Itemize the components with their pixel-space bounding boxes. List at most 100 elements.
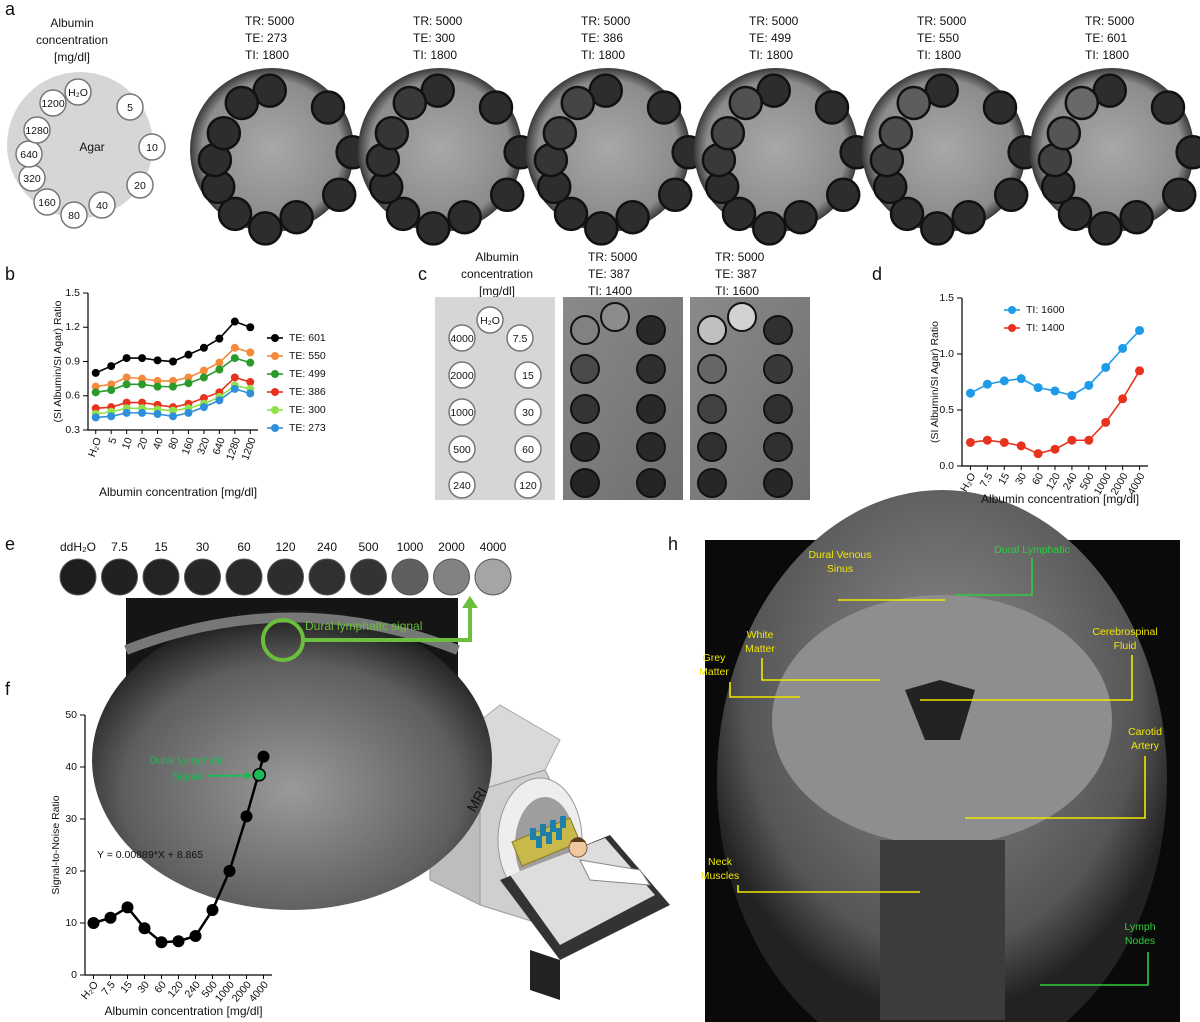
data-point [1135, 366, 1145, 376]
legend-marker [271, 388, 279, 396]
legend-label: TI: 1600 [1026, 304, 1065, 316]
legend-label: TI: 1400 [1026, 322, 1065, 334]
concentration-label: 15 [154, 540, 168, 554]
sample-label: 30 [522, 407, 534, 419]
scan-parameter: TR: 5000 [715, 250, 765, 264]
sample-well [448, 471, 476, 499]
sample-well [126, 171, 154, 199]
scan-well [636, 354, 666, 384]
x-tick-label: 7.5 [978, 471, 996, 490]
y-tick-label: 1.5 [939, 292, 954, 304]
scan-well [763, 394, 793, 424]
data-point [230, 373, 239, 382]
data-point [999, 376, 1009, 386]
scan-well [878, 115, 914, 151]
data-point [999, 437, 1009, 447]
data-point [122, 354, 131, 363]
pointer-line [729, 682, 800, 698]
data-point [965, 388, 975, 398]
scan-parameter: TE: 273 [245, 31, 287, 45]
sample-well [476, 306, 504, 334]
scan-well [560, 85, 596, 121]
data-point [982, 435, 992, 445]
pointer-line [955, 558, 1033, 596]
x-tick-label: 30 [135, 979, 152, 996]
sample-well [514, 398, 542, 426]
data-point [240, 810, 253, 823]
scan-well [697, 394, 727, 424]
legend-marker [1008, 324, 1016, 332]
data-point [246, 348, 255, 357]
x-axis-label: Albumin concentration [mg/dl] [981, 492, 1139, 506]
sample-scan [59, 558, 97, 596]
sample-label: 120 [519, 480, 537, 492]
data-point [246, 389, 255, 398]
data-point [206, 904, 219, 916]
x-tick-label: 10 [120, 436, 135, 451]
sample-scan [391, 558, 429, 596]
data-point [169, 376, 177, 385]
y-tick-label: 1.0 [939, 348, 954, 360]
x-tick-label: 5 [106, 436, 119, 446]
data-point [138, 354, 147, 363]
concentration-label: 4000 [480, 540, 507, 554]
concentration-label: 240 [317, 540, 337, 554]
series-line [970, 329, 1141, 397]
scan-well [217, 196, 253, 232]
scan-parameter: TI: 1800 [245, 48, 289, 62]
data-point [138, 398, 147, 407]
phantom-heading: Albumin [50, 16, 93, 30]
data-point [1067, 435, 1077, 445]
sample-label: 2000 [450, 370, 474, 382]
brain-tissue [92, 610, 492, 910]
data-point [169, 357, 177, 366]
scan-well [570, 354, 600, 384]
scan-well [646, 90, 682, 125]
data-point [169, 412, 177, 421]
scan-well [763, 354, 793, 384]
scan-well [570, 315, 600, 345]
scan-parameter: TE: 300 [413, 31, 455, 45]
x-tick-label: 30 [1013, 471, 1029, 487]
data-point [189, 930, 202, 942]
ventricles [905, 680, 975, 740]
sample-well [514, 361, 542, 389]
scan-parameter: TI: 1800 [917, 48, 961, 62]
mri-illustration [429, 704, 670, 1000]
anatomy-label: Matter [745, 643, 775, 655]
pointer-line [737, 885, 920, 893]
concentration-label: 30 [196, 540, 210, 554]
y-tick-label: 0.9 [65, 355, 80, 367]
scan-well [697, 354, 727, 384]
scan-well [920, 211, 955, 246]
data-point [199, 403, 208, 412]
legend-marker [1008, 306, 1016, 314]
scan-well [721, 196, 757, 232]
x-tick-label: 240 [182, 979, 203, 1000]
scan-well [752, 211, 787, 246]
data-point [184, 408, 193, 417]
x-tick-label: 7.5 [99, 979, 118, 998]
scan-parameter: TE: 386 [581, 31, 623, 45]
scan-well [889, 196, 925, 232]
scan-well [636, 315, 666, 345]
data-point [138, 408, 147, 417]
panel-label: e [5, 534, 15, 554]
data-point [1050, 386, 1060, 396]
sample-well [39, 89, 67, 117]
y-axis-label: (SI Albumin/SI Agar) Ratio [929, 321, 941, 443]
data-point [122, 398, 131, 407]
legend-marker [271, 334, 279, 342]
data-point [122, 408, 131, 417]
scan-well [825, 177, 861, 213]
sample-well [448, 398, 476, 426]
scan-well [310, 90, 346, 125]
scan-parameter: TI: 1800 [581, 48, 625, 62]
data-point [199, 343, 208, 352]
scan-well [1088, 211, 1123, 246]
data-point [223, 865, 236, 877]
data-point [184, 350, 193, 359]
scan-well [763, 315, 793, 345]
scan-well [584, 211, 619, 246]
